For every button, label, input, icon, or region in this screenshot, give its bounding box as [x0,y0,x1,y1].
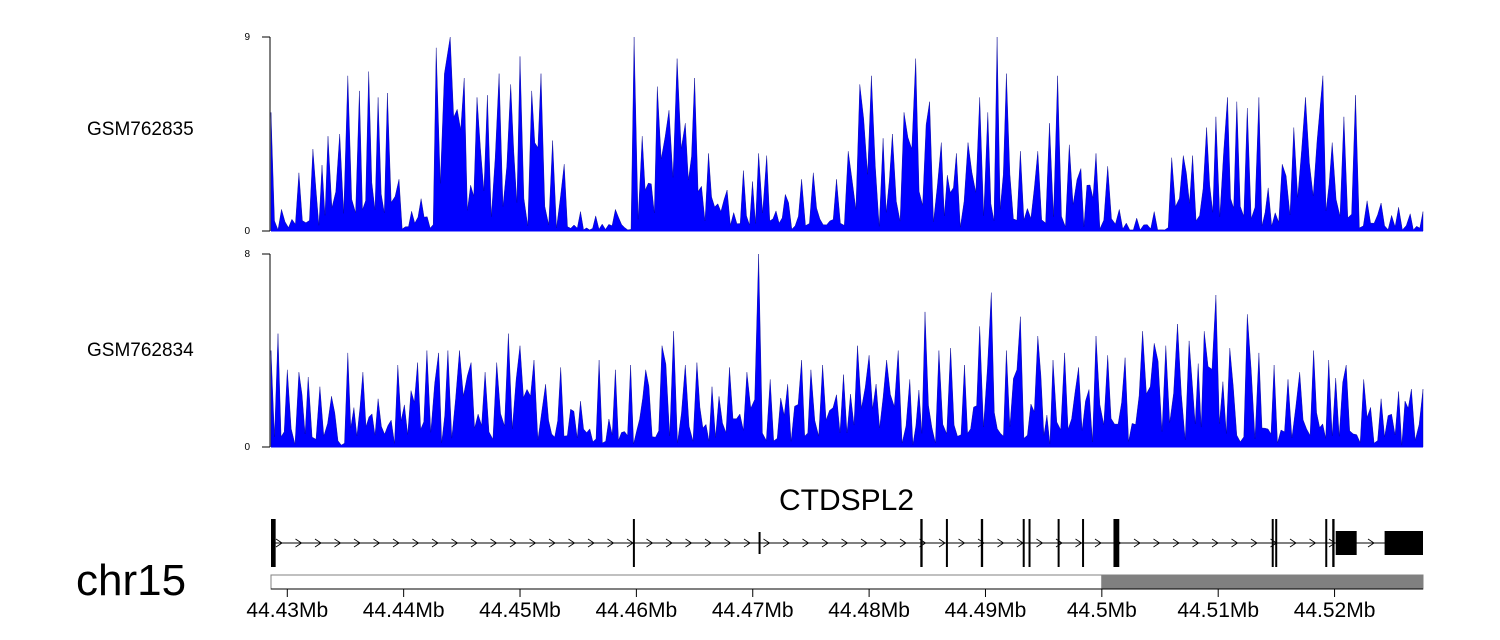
gene-strand-chevron [490,538,498,548]
track-label-gsm762834: GSM762834 [87,340,194,361]
gene-strand-chevron [334,538,342,548]
chromosome-label: chr15 [76,556,187,605]
gene-strand-chevron [275,538,283,548]
gene-strand-chevron [1328,538,1336,548]
gene-exon-12 [1275,519,1278,567]
gene-strand-chevron [373,538,381,548]
gene-exon-10 [1113,519,1120,567]
gene-strand-chevron [353,538,361,548]
gene-strand-chevron [1153,538,1161,548]
gene-strand-chevron [1192,538,1200,548]
gene-strand-chevron [1289,538,1297,548]
gene-exon-7 [1028,519,1031,567]
gene-exon-3 [920,519,923,567]
gene-strand-chevron [1133,538,1141,548]
track-0-y-tick-label-max: 9 [244,32,250,43]
x-axis-tick-label: 44.48Mb [828,599,910,622]
gene-strand-chevron [704,538,712,548]
gene-strand-chevron [646,538,654,548]
gene-strand-chevron [1211,538,1219,548]
gene-exon-0 [271,519,276,567]
gene-strand-chevron [587,538,595,548]
gene-exon-8 [1057,519,1060,567]
x-axis-tick-label: 44.43Mb [246,599,328,622]
gene-exon-11 [1271,519,1274,567]
gene-exon-9 [1082,519,1085,567]
gene-exon-1 [632,519,635,567]
x-axis-tick-label: 44.44Mb [363,599,445,622]
gene-strand-chevron [821,538,829,548]
track-label-gsm762835: GSM762835 [87,119,194,140]
gene-strand-chevron [451,538,459,548]
gene-strand-chevron [548,538,556,548]
gene-exon-15 [1335,531,1357,555]
gene-exon-5 [980,519,984,567]
track-1-y-tick-label-max: 8 [244,249,250,260]
x-axis-tick-label: 44.45Mb [479,599,561,622]
gene-strand-chevron [1036,538,1044,548]
gene-name-label: CTDSPL2 [779,484,915,517]
gene-strand-chevron [802,538,810,548]
gene-strand-chevron [1367,538,1375,548]
gene-exon-14 [1332,519,1335,567]
gene-strand-chevron [1231,538,1239,548]
gene-strand-chevron [958,538,966,548]
gene-strand-chevron [1075,538,1083,548]
gene-strand-chevron [1309,538,1317,548]
track-1-coverage-area [270,253,1424,448]
gene-strand-chevron [665,538,673,548]
gene-strand-chevron [997,538,1005,548]
x-axis-tick-label: 44.51Mb [1177,599,1259,622]
gene-strand-chevron [1172,538,1180,548]
gene-exon-4 [945,519,948,567]
gene-strand-chevron [607,538,615,548]
x-axis-tick-label: 44.5Mb [1067,599,1137,622]
gene-strand-chevron [1094,538,1102,548]
gene-strand-chevron [977,538,985,548]
gene-strand-chevron [314,538,322,548]
gene-strand-chevron [763,538,771,548]
gene-strand-chevron [860,538,868,548]
track-0-coverage-area [270,36,1424,232]
gene-strand-chevron [880,538,888,548]
gene-strand-chevron [841,538,849,548]
gene-strand-chevron [509,538,517,548]
x-axis-tick-label: 44.46Mb [596,599,678,622]
track-0-y-tick-label-min: 0 [244,226,250,237]
gene-strand-chevron [392,538,400,548]
gene-strand-chevron [938,538,946,548]
gene-exon-13 [1325,519,1328,567]
gene-exon-2 [758,532,761,554]
track-1-y-tick-label-min: 0 [244,442,250,453]
gene-strand-chevron [431,538,439,548]
gene-strand-chevron [412,538,420,548]
x-axis-tick-label: 44.47Mb [712,599,794,622]
gene-strand-chevron [685,538,693,548]
gene-exon-6 [1022,519,1025,567]
region-segment-0 [270,574,1103,590]
gene-strand-chevron [743,538,751,548]
gene-strand-chevron [568,538,576,548]
gene-strand-chevron [899,538,907,548]
gene-strand-chevron [724,538,732,548]
gene-strand-chevron [1250,538,1258,548]
x-axis-tick-label: 44.52Mb [1294,599,1376,622]
gene-strand-chevron [470,538,478,548]
region-segment-1 [1101,574,1424,590]
gene-strand-chevron [782,538,790,548]
gene-exon-16 [1384,531,1423,555]
gene-strand-chevron [295,538,303,548]
x-axis-tick-label: 44.49Mb [945,599,1027,622]
gene-strand-chevron [529,538,537,548]
